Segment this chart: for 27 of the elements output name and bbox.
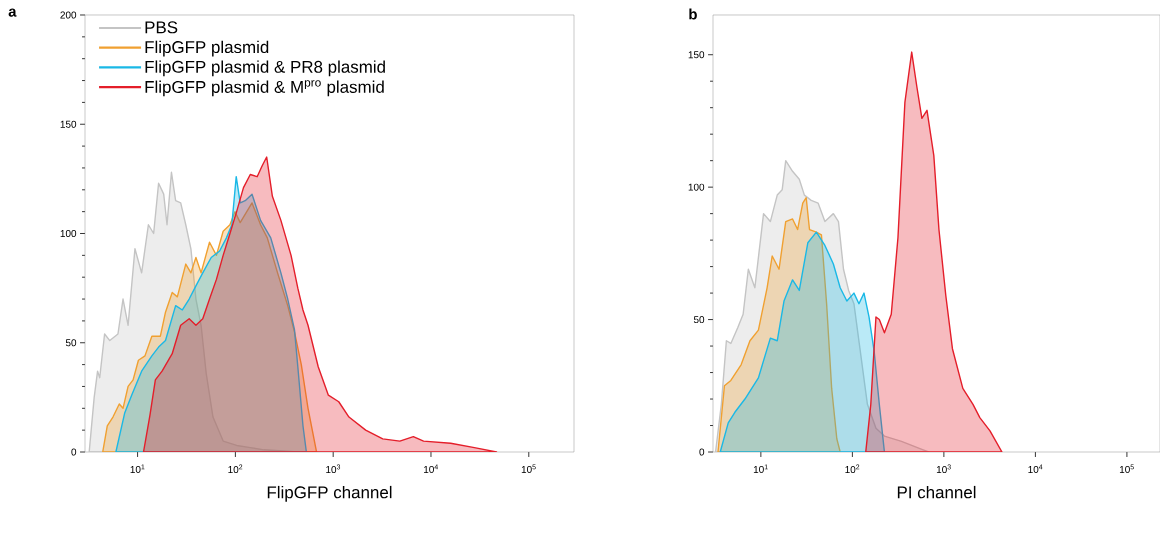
x-tick-label: 10$^{4}$ — [424, 464, 438, 473]
x-tick-label: 10$^{2}$ — [845, 464, 860, 474]
y-tick-label: 100 — [60, 229, 77, 238]
chart-title: b — [689, 8, 697, 20]
x-tick-label: 10$^{2}$ — [228, 464, 243, 474]
x-tick-label: 10$^{4}$ — [1028, 464, 1043, 473]
x-tick-label: 10$^{5}$ — [521, 464, 536, 473]
y-tick-label: 150 — [60, 120, 77, 128]
legend-label: PBS — [145, 21, 178, 34]
x-tick-label: 10$^{3}$ — [326, 464, 341, 474]
x-tick-label: 10$^{1}$ — [130, 464, 145, 473]
chart-title: a — [8, 8, 17, 17]
y-tick-label: 50 — [65, 339, 77, 347]
legend-label: FlipGFP plasmid — [145, 40, 269, 57]
legend-label: FlipGFP plasmid & PR8 plasmid — [145, 60, 385, 77]
y-tick-label: 0 — [71, 448, 77, 456]
y-tick-label: 200 — [60, 11, 77, 19]
legend-label: FlipGFP plasmid & M$^{pro}$ plasmid — [145, 80, 384, 97]
x-tick-label: 10$^{1}$ — [753, 464, 768, 473]
x-axis-title: FlipGFP channel — [267, 485, 392, 502]
y-tick-label: 0 — [699, 448, 705, 456]
x-axis-title: PI channel — [897, 485, 976, 499]
y-tick-label: 100 — [688, 183, 705, 191]
y-tick-label: 150 — [688, 51, 705, 59]
x-tick-label: 10$^{5}$ — [1119, 464, 1134, 473]
y-tick-label: 50 — [693, 316, 705, 324]
x-tick-label: 10$^{3}$ — [936, 464, 951, 474]
